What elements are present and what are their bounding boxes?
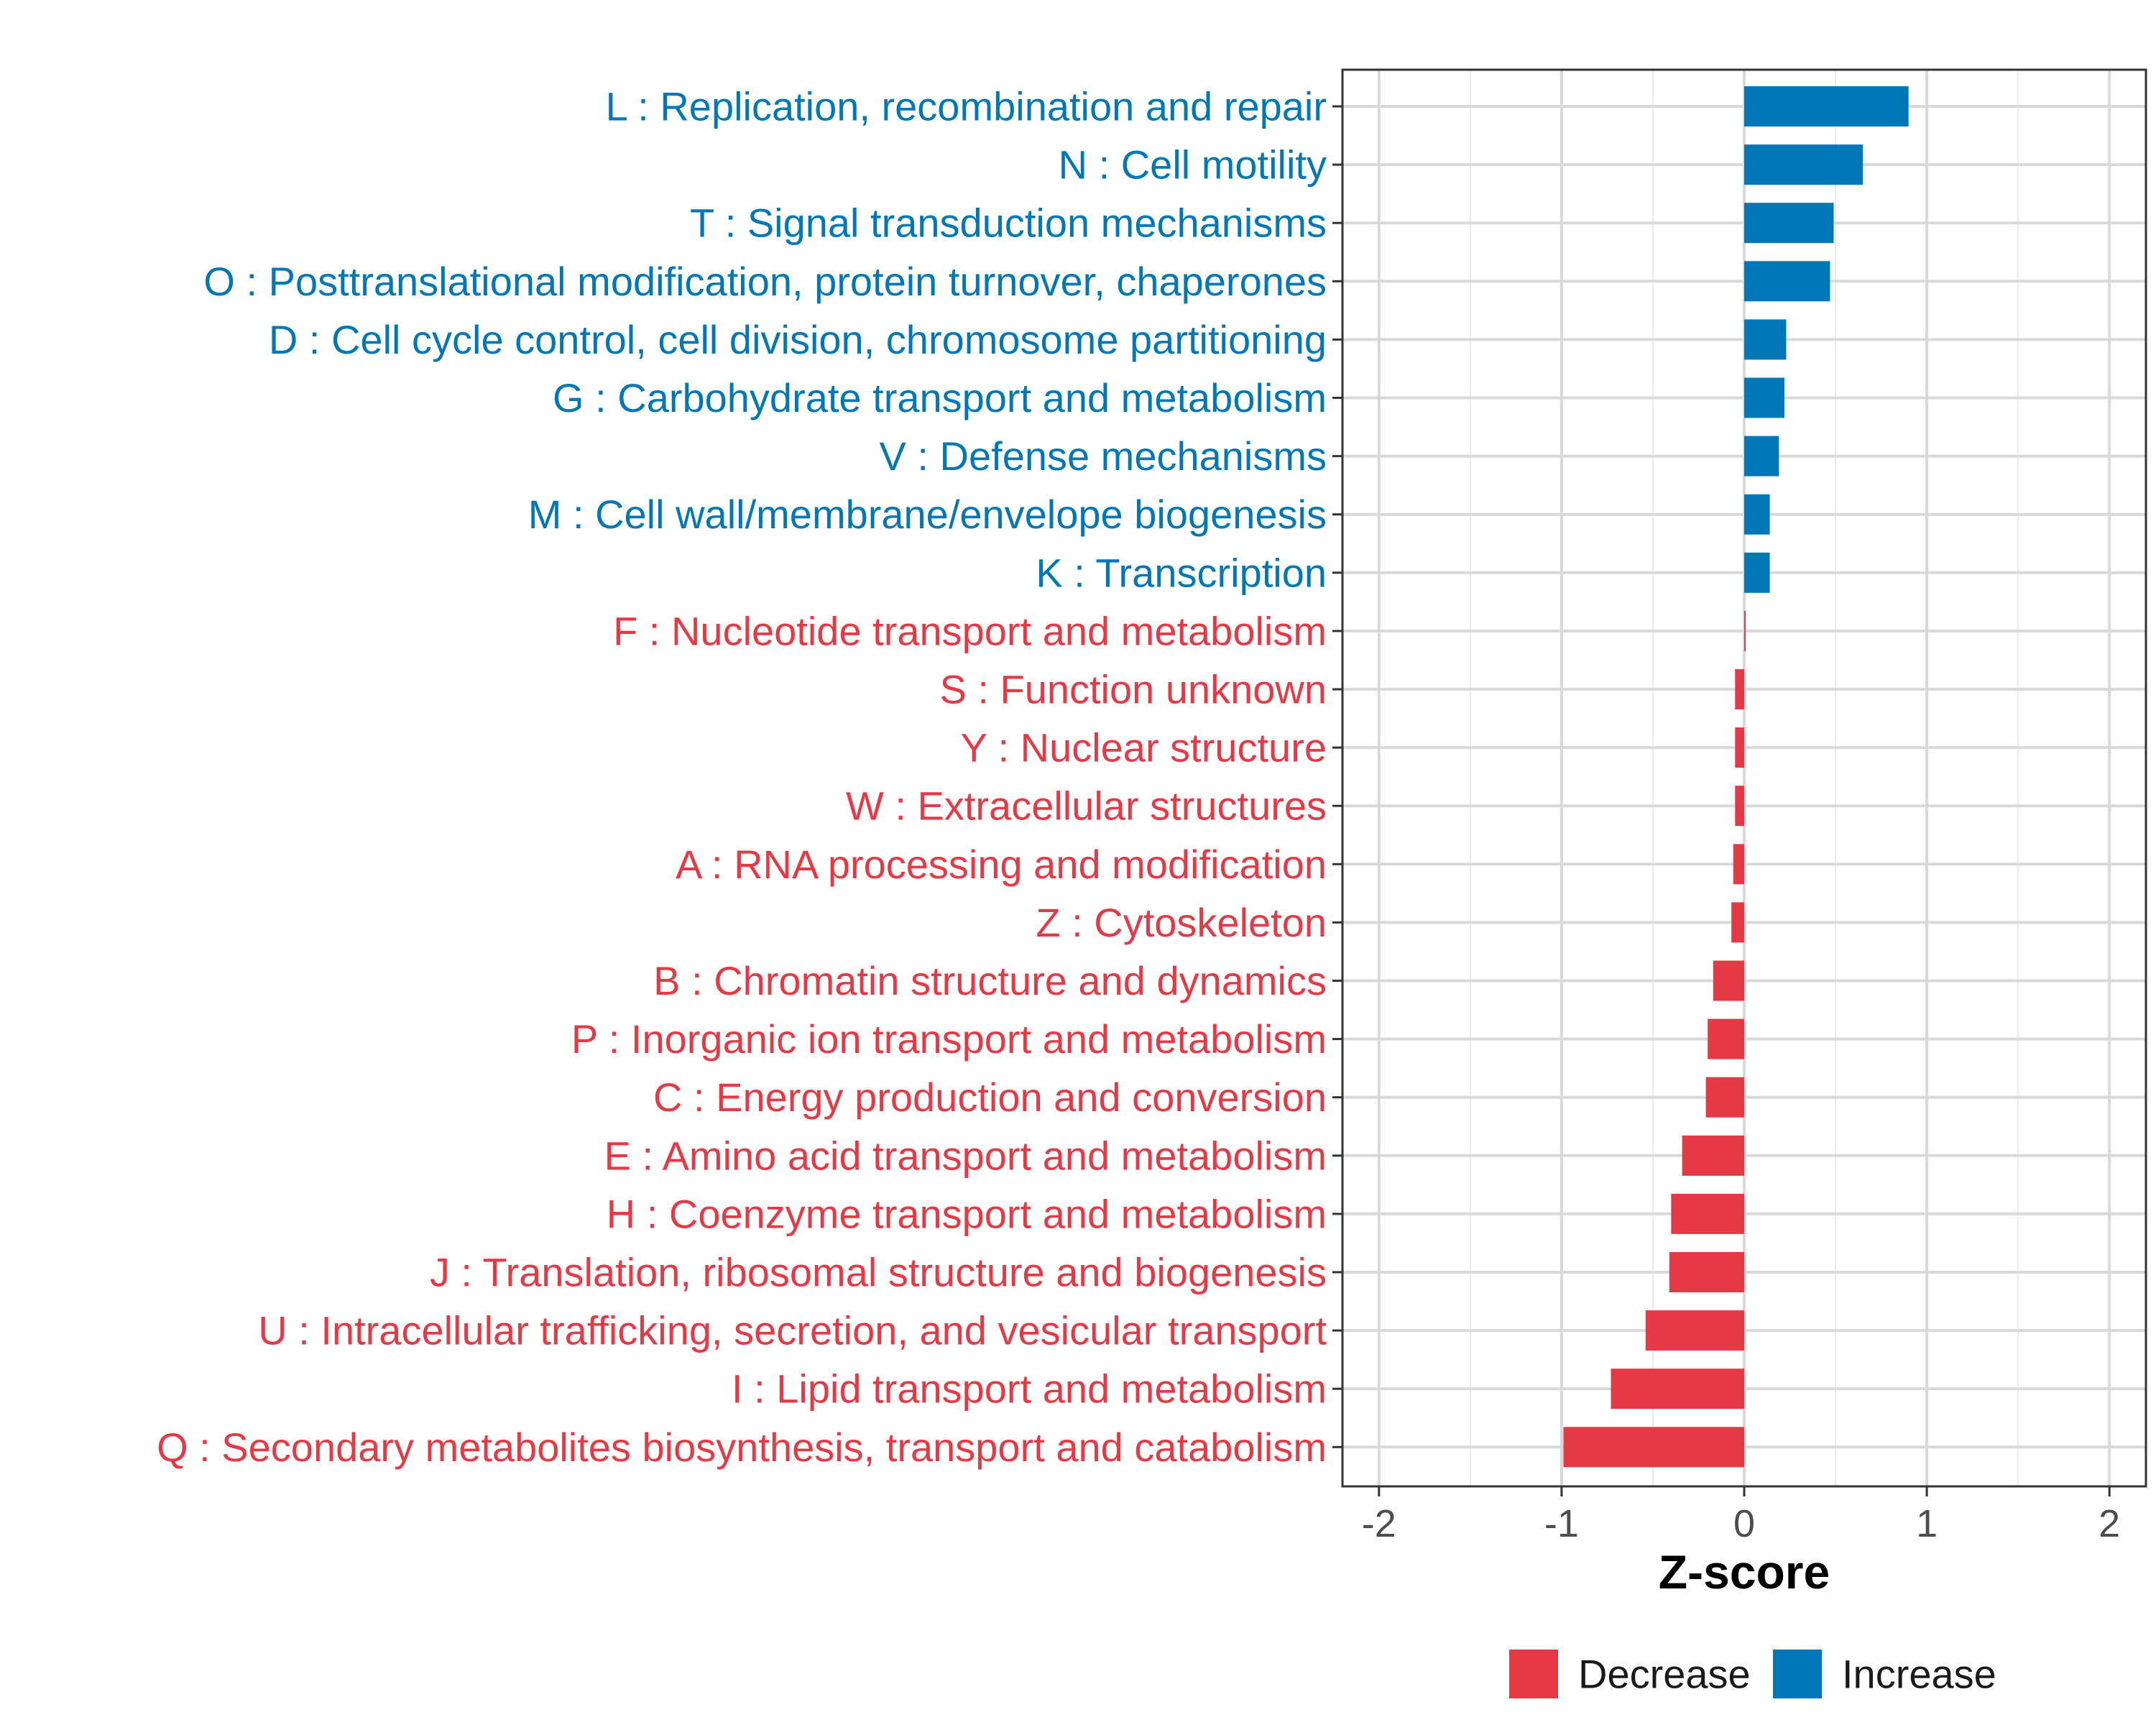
x-tick-label: -2: [1362, 1502, 1396, 1545]
category-label: I : Lipid transport and metabolism: [732, 1366, 1327, 1412]
category-label: T : Signal transduction mechanisms: [690, 201, 1327, 246]
bar: [1611, 1368, 1744, 1409]
category-label: K : Transcription: [1036, 550, 1327, 595]
x-tick-label: 1: [1916, 1502, 1938, 1545]
bar: [1744, 86, 1909, 126]
bar: [1708, 1018, 1744, 1059]
category-label: L : Replication, recombination and repai…: [606, 84, 1327, 129]
x-axis: -2 -1 0 1 2: [1362, 1486, 2120, 1545]
category-label: N : Cell motility: [1059, 142, 1327, 188]
category-label: Y : Nuclear structure: [961, 725, 1327, 770]
category-label: S : Function unknown: [939, 667, 1327, 712]
bar: [1705, 1077, 1744, 1118]
category-label: F : Nucleotide transport and metabolism: [613, 608, 1327, 653]
bar: [1563, 1427, 1744, 1468]
category-label: B : Chromatin structure and dynamics: [653, 958, 1327, 1003]
x-tick-label: 2: [2099, 1502, 2120, 1545]
bar: [1669, 1252, 1744, 1292]
legend: Decrease Increase: [1509, 1650, 1996, 1698]
category-label: C : Energy production and conversion: [653, 1075, 1327, 1120]
category-label: P : Inorganic ion transport and metaboli…: [571, 1016, 1327, 1062]
category-label: D : Cell cycle control, cell division, c…: [269, 317, 1327, 362]
bar: [1744, 552, 1770, 593]
legend-label: Increase: [1842, 1652, 1996, 1697]
bar: [1671, 1193, 1744, 1234]
bar: [1744, 203, 1834, 244]
bar: [1744, 610, 1746, 651]
category-label: J : Translation, ribosomal structure and…: [430, 1250, 1327, 1295]
category-label: U : Intracellular trafficking, secretion…: [258, 1308, 1327, 1353]
bars: [1563, 86, 1909, 1468]
category-label: M : Cell wall/membrane/envelope biogenes…: [528, 492, 1327, 537]
bar: [1744, 436, 1779, 477]
bar: [1735, 727, 1744, 768]
legend-swatch: [1773, 1650, 1822, 1698]
legend-label: Decrease: [1578, 1652, 1751, 1697]
x-tick-label: 0: [1733, 1502, 1755, 1545]
category-label: W : Extracellular structures: [846, 783, 1327, 829]
bar: [1682, 1135, 1744, 1176]
bar: [1713, 960, 1744, 1001]
category-label: A : RNA processing and modification: [676, 842, 1327, 887]
category-label: Q : Secondary metabolites biosynthesis, …: [157, 1425, 1327, 1470]
bar: [1645, 1310, 1744, 1351]
category-label: O : Posttranslational modification, prot…: [203, 259, 1327, 304]
x-tick-label: -1: [1544, 1502, 1579, 1545]
category-label: H : Coenzyme transport and metabolism: [607, 1191, 1327, 1236]
bar: [1744, 494, 1770, 535]
x-axis-title: Z-score: [1659, 1545, 1830, 1598]
legend-swatch: [1509, 1650, 1558, 1698]
bar: [1744, 319, 1787, 360]
y-axis-ticks: [1332, 105, 1342, 1448]
bar: [1735, 669, 1744, 709]
bar: [1744, 144, 1864, 185]
bar: [1744, 261, 1830, 302]
bar: [1733, 844, 1744, 885]
category-label: G : Carbohydrate transport and metabolis…: [553, 375, 1327, 420]
category-label: V : Defense mechanisms: [880, 433, 1327, 479]
category-labels: L : Replication, recombination and repai…: [157, 84, 1327, 1470]
bar: [1735, 786, 1744, 827]
category-label: E : Amino acid transport and metabolism: [604, 1133, 1327, 1178]
category-label: Z : Cytoskeleton: [1036, 900, 1327, 945]
bar: [1731, 902, 1744, 943]
bar: [1744, 377, 1784, 418]
